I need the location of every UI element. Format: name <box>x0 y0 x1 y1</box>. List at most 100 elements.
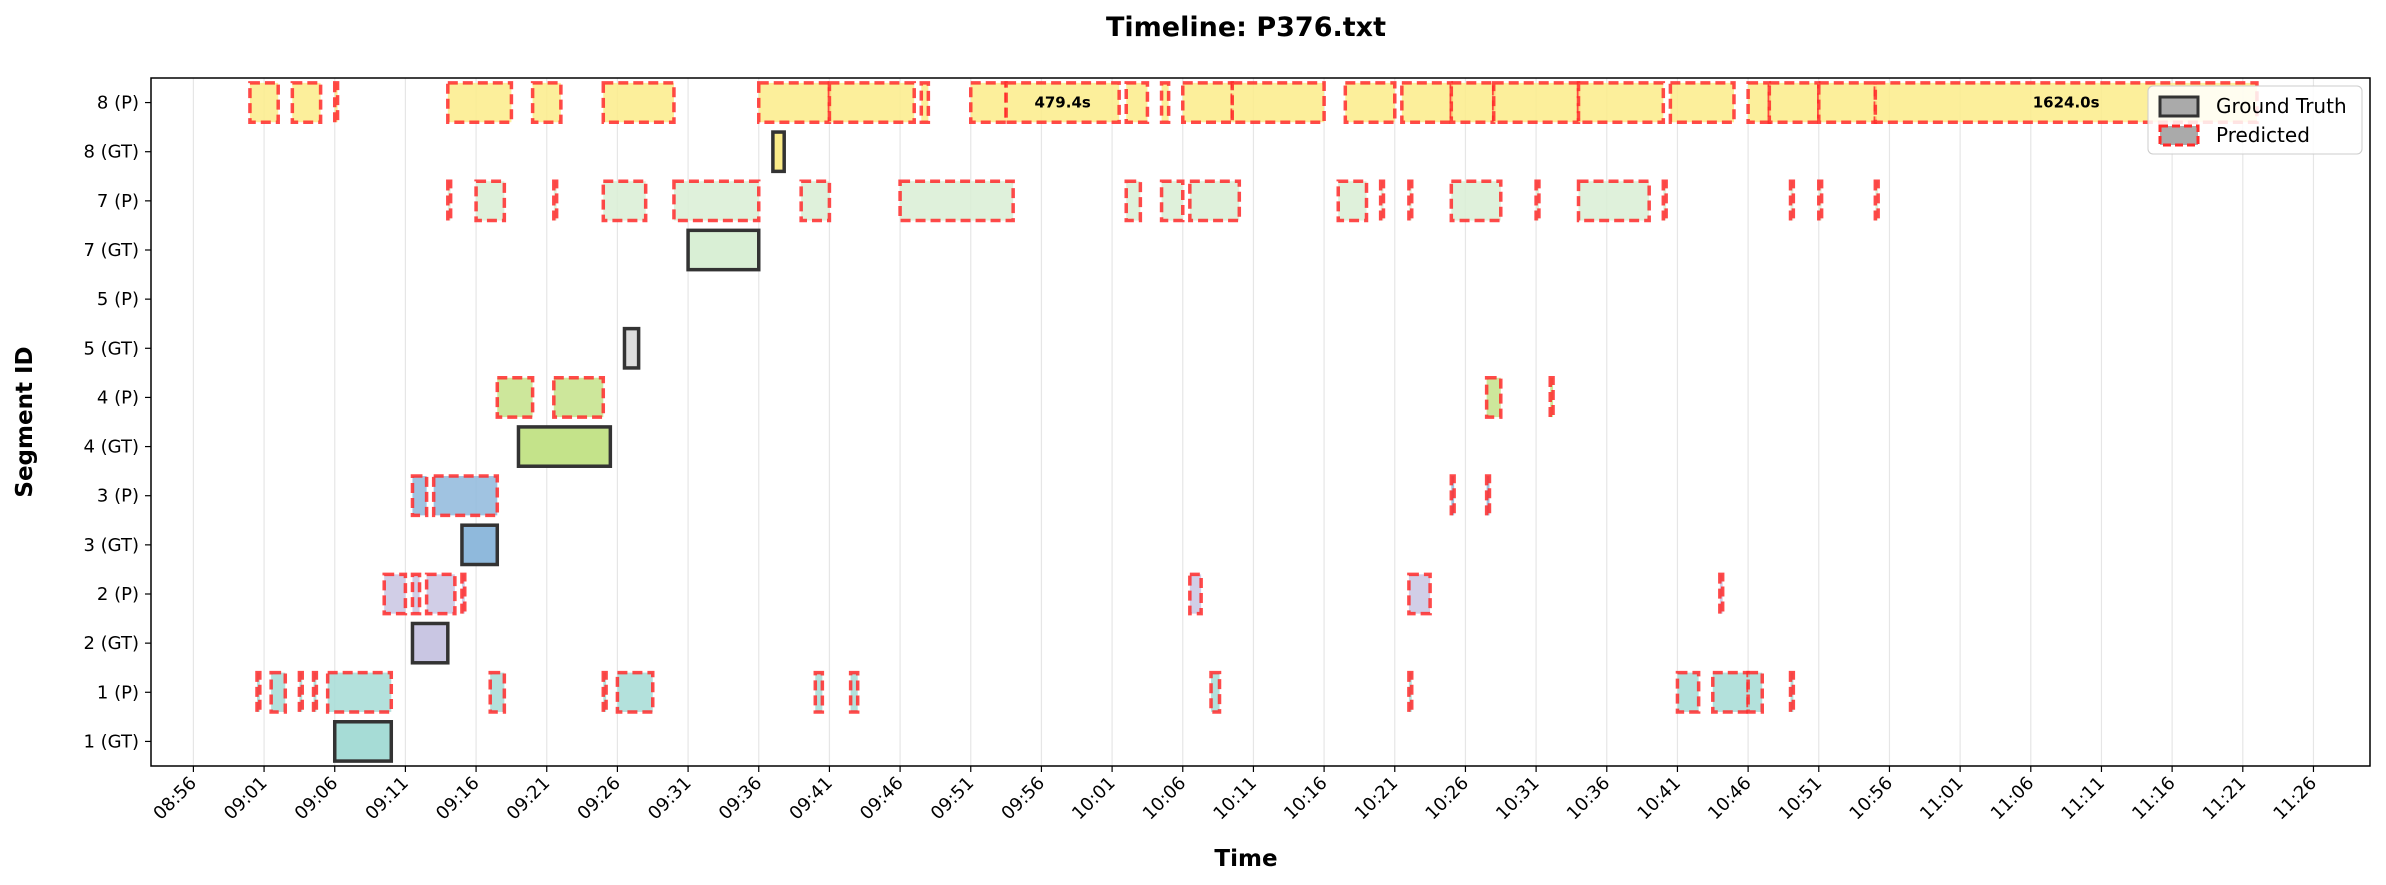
y-tick-label: 1 (P) <box>97 682 139 703</box>
predicted-segment <box>290 81 323 124</box>
x-tick-label: 09:46 <box>856 773 908 825</box>
predicted-segment <box>446 81 514 124</box>
x-tick-label: 09:31 <box>644 773 696 825</box>
ground-truth-segment <box>460 523 500 567</box>
predicted-segment <box>1181 81 1234 124</box>
y-tick-label: 4 (GT) <box>83 437 139 458</box>
predicted-segment <box>552 376 606 419</box>
duration-label: 1624.0s <box>2033 94 2100 112</box>
x-tick-label: 10:56 <box>1845 773 1897 825</box>
predicted-segment <box>1230 81 1326 124</box>
x-tick-label: 10:41 <box>1633 773 1685 825</box>
x-tick-label: 09:01 <box>220 773 272 825</box>
y-tick-label: 2 (GT) <box>83 633 139 654</box>
x-tick-label: 10:51 <box>1775 773 1827 825</box>
predicted-segment <box>601 179 648 223</box>
predicted-segment <box>1159 179 1185 223</box>
x-tick-label: 09:11 <box>361 773 413 825</box>
predicted-segment <box>601 670 608 714</box>
x-tick-label: 11:16 <box>2128 773 2180 825</box>
x-tick-label: 11:01 <box>1916 773 1968 825</box>
predicted-segment <box>1746 81 1772 124</box>
predicted-segment <box>1788 179 1796 223</box>
predicted-segment <box>1407 572 1432 616</box>
legend-box <box>2147 85 2363 155</box>
predicted-segment <box>248 81 280 124</box>
predicted-segment <box>1209 670 1222 714</box>
x-tick-label: 09:51 <box>927 773 979 825</box>
predicted-segment <box>1873 179 1880 223</box>
predicted-segment <box>311 670 319 714</box>
predicted-segment <box>1661 179 1668 223</box>
predicted-segment <box>1746 670 1764 714</box>
predicted-segment <box>1817 179 1824 223</box>
x-tick-label: 10:46 <box>1704 773 1756 825</box>
x-tick-label: 11:26 <box>2269 773 2321 825</box>
predicted-segment <box>1548 376 1555 419</box>
predicted-segment <box>332 81 340 124</box>
predicted-segment <box>813 670 825 714</box>
x-tick-label: 08:56 <box>149 773 201 825</box>
predicted-segment <box>1004 81 1121 124</box>
predicted-segment <box>1449 474 1456 518</box>
x-tick-label: 10:06 <box>1139 773 1191 825</box>
predicted-segment <box>1767 81 1821 124</box>
plot-frame <box>150 77 2371 767</box>
predicted-segment <box>1788 670 1796 714</box>
x-tick-label: 11:11 <box>2057 773 2109 825</box>
legend-swatch-predicted <box>2158 124 2200 147</box>
y-tick-label: 1 (GT) <box>83 731 139 752</box>
predicted-segment <box>799 179 832 223</box>
predicted-segment <box>488 670 507 714</box>
x-tick-label: 09:06 <box>291 773 343 825</box>
ground-truth-segment <box>410 621 450 665</box>
predicted-segment <box>1378 179 1386 223</box>
predicted-segment <box>1124 179 1143 223</box>
predicted-segment <box>1576 179 1651 223</box>
predicted-segment <box>1718 572 1725 616</box>
predicted-segments <box>248 81 2259 714</box>
y-tick-label: 8 (GT) <box>83 142 139 163</box>
x-tick-label: 10:01 <box>1068 773 1120 825</box>
legend-label-predicted: Predicted <box>2216 123 2310 147</box>
legend: Ground Truth Predicted <box>2147 85 2363 155</box>
x-tick-label: 10:21 <box>1351 773 1403 825</box>
chart-title: Timeline: P376.txt <box>1106 12 1386 43</box>
predicted-segment <box>297 670 304 714</box>
predicted-segment <box>1124 81 1150 124</box>
predicted-segment <box>410 572 422 616</box>
x-tick-label: 10:36 <box>1563 773 1615 825</box>
predicted-segment <box>1534 179 1541 223</box>
predicted-segment <box>269 670 288 714</box>
predicted-segment <box>424 572 457 616</box>
grid-lines <box>192 78 2315 766</box>
x-tick-label: 09:41 <box>785 773 837 825</box>
predicted-segment <box>1491 81 1581 124</box>
y-tick-label: 5 (P) <box>97 289 139 310</box>
predicted-segment <box>1400 81 1454 124</box>
predicted-segment <box>382 572 408 616</box>
predicted-segment <box>1484 376 1503 419</box>
y-tick-label: 5 (GT) <box>83 338 139 359</box>
predicted-segment <box>848 670 860 714</box>
predicted-segment <box>1449 179 1503 223</box>
y-axis-label: Segment ID <box>12 346 38 497</box>
predicted-segment <box>460 572 467 616</box>
predicted-segment <box>474 179 507 223</box>
predicted-segment <box>615 670 655 714</box>
x-tick-label: 10:11 <box>1209 773 1261 825</box>
y-tick-label: 2 (P) <box>97 584 139 605</box>
y-tick-label: 7 (GT) <box>83 240 139 261</box>
duration-labels: 479.4s 1624.0s <box>1034 94 2099 112</box>
predicted-segment <box>601 81 676 124</box>
legend-swatch-ground-truth <box>2158 95 2200 118</box>
x-tick-label: 10:31 <box>1492 773 1544 825</box>
y-tick-label: 8 (P) <box>97 93 139 114</box>
y-tick-label: 4 (P) <box>97 387 139 408</box>
predicted-segment <box>1188 179 1242 223</box>
predicted-segment <box>757 81 832 124</box>
ground-truth-segments <box>332 130 786 763</box>
ground-truth-segment <box>622 326 641 370</box>
